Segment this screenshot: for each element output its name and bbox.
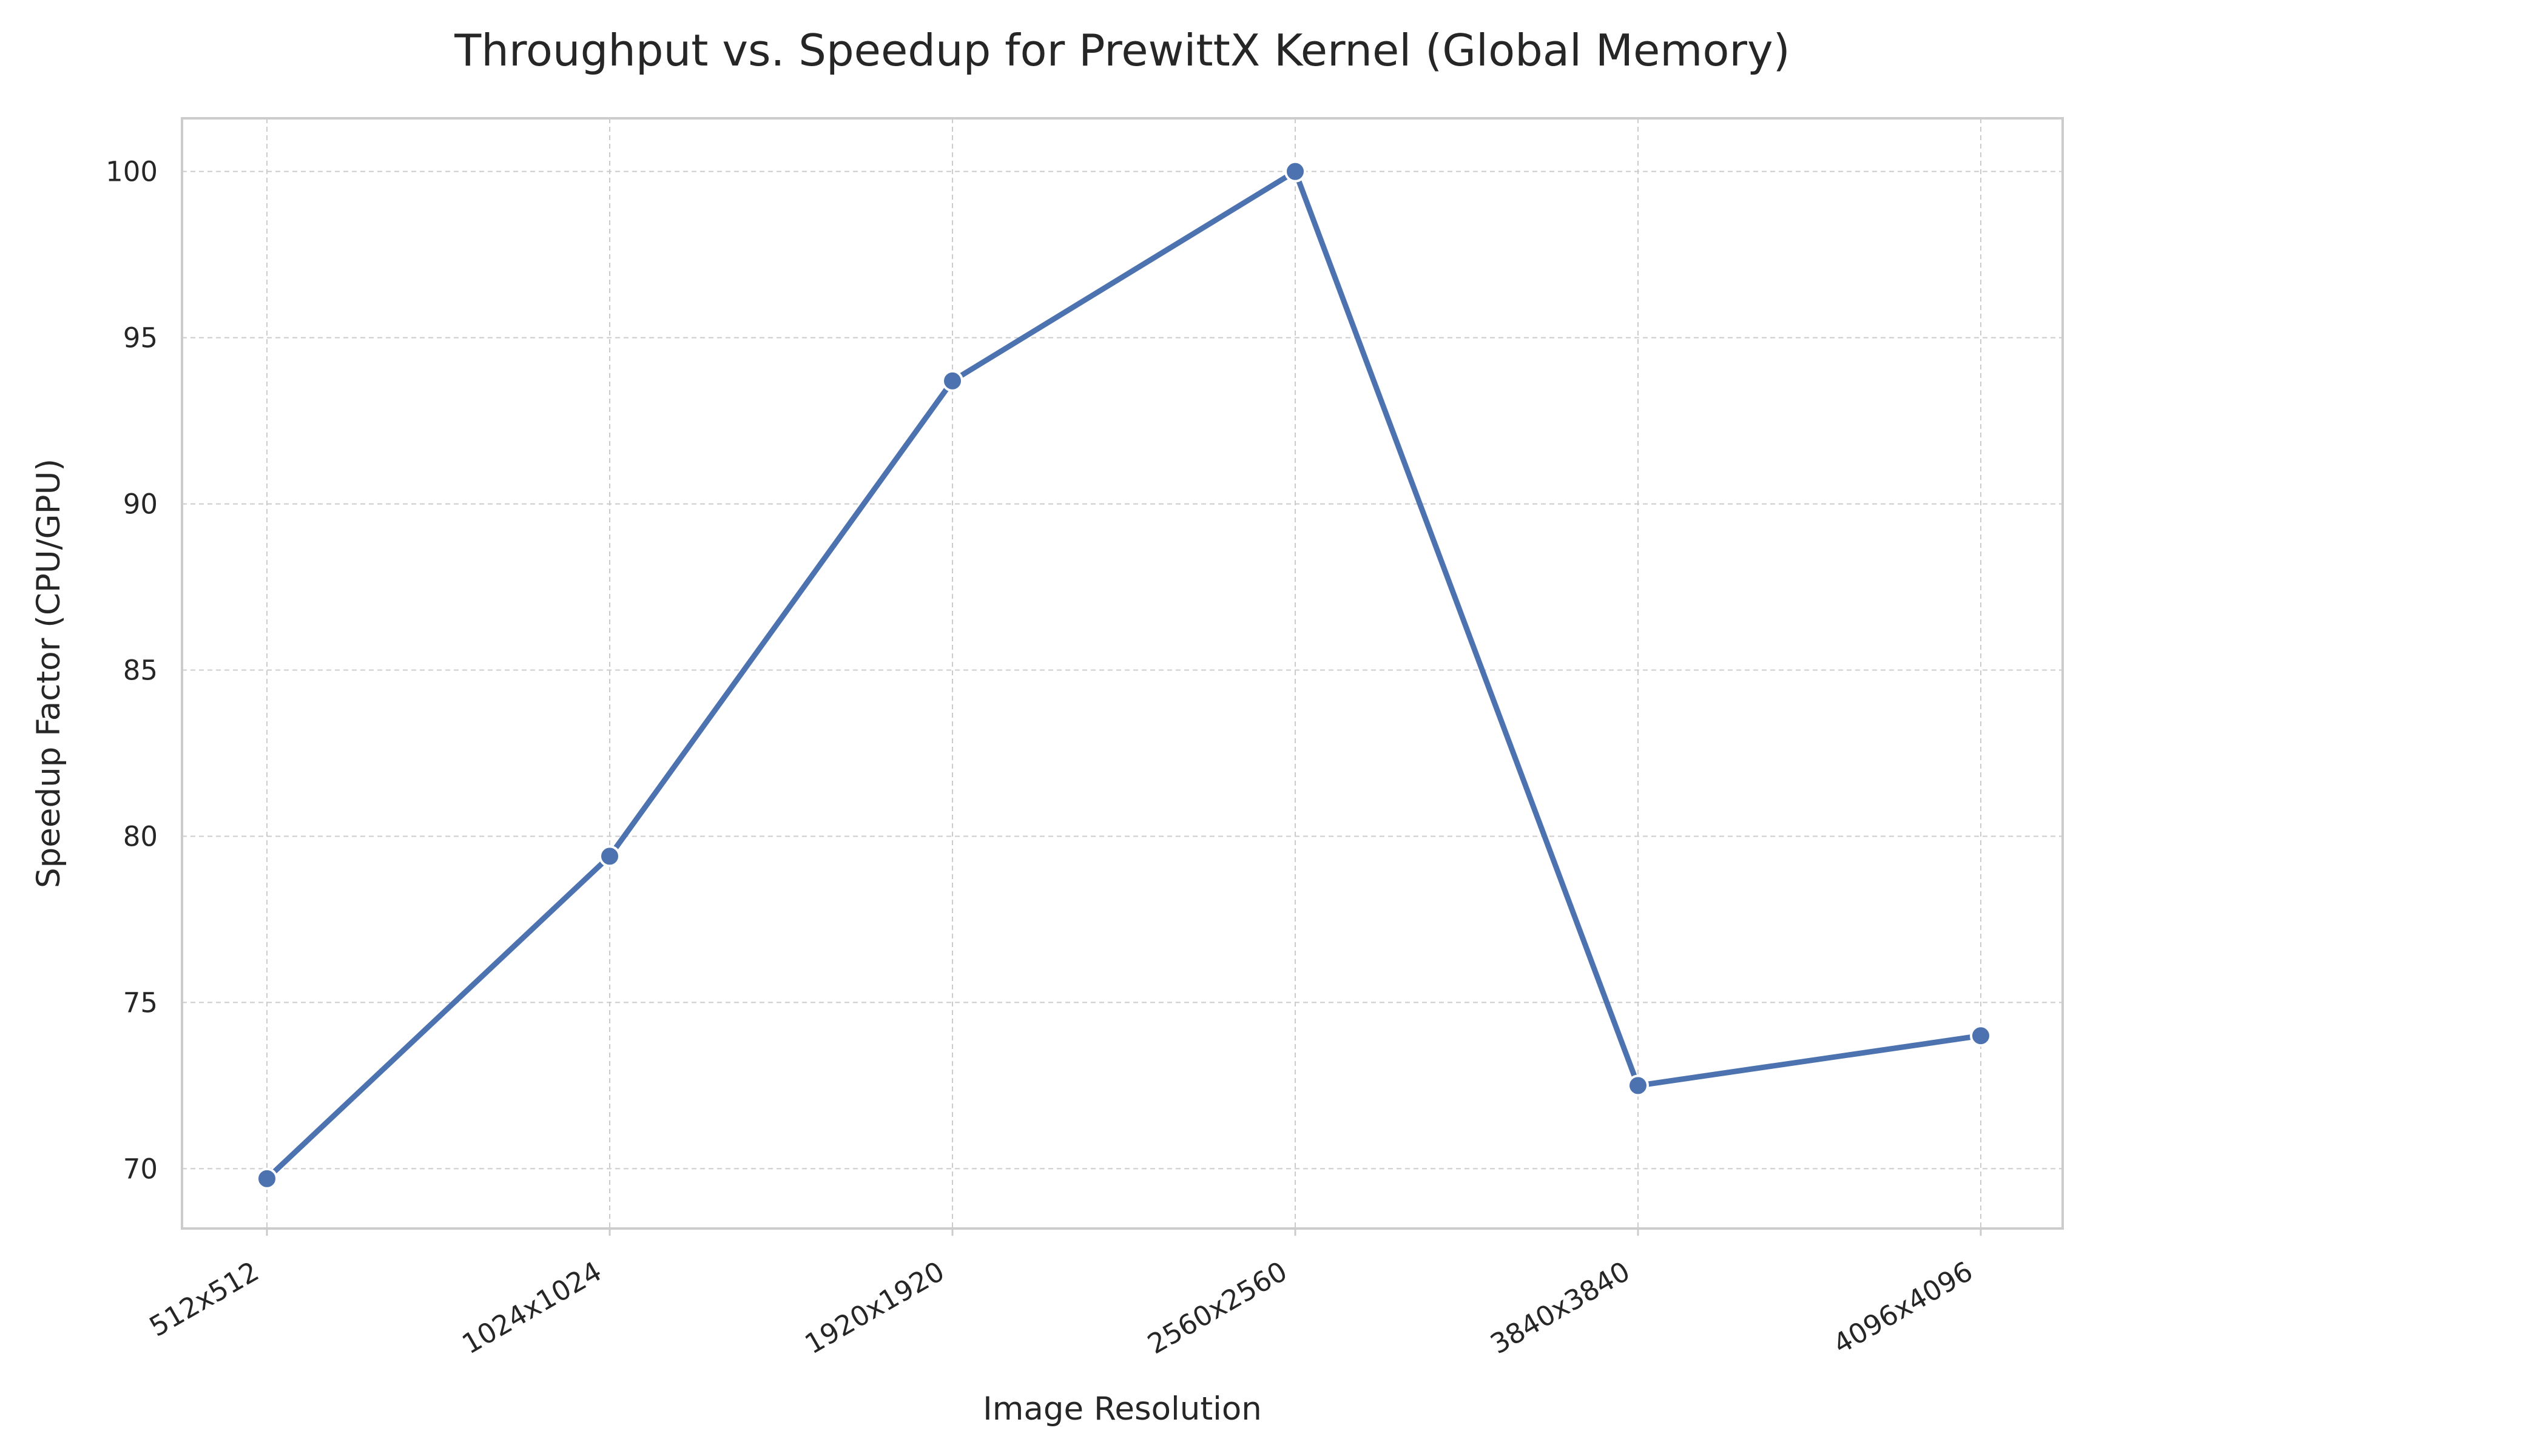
y-tick-label: 95 xyxy=(123,322,158,354)
y-tick-label: 75 xyxy=(123,986,158,1019)
y-axis-ticks: 70 75 80 85 90 95 100 xyxy=(106,156,158,1185)
data-point xyxy=(942,369,963,392)
x-tick-label: 1024x1024 xyxy=(457,1255,607,1361)
x-tick-label: 1920x1920 xyxy=(800,1255,950,1361)
y-tick-label: 80 xyxy=(123,820,158,852)
x-tick-label: 512x512 xyxy=(144,1255,264,1343)
y-tick-label: 70 xyxy=(123,1153,158,1185)
data-point xyxy=(1970,1025,1992,1047)
chart-title: Throughput vs. Speedup for PrewittX Kern… xyxy=(454,25,1790,76)
plot-frame xyxy=(181,117,2064,1230)
x-axis-ticks: 512x512 1024x1024 1920x1920 2560x2560 3840x3… xyxy=(144,1228,1982,1361)
grid-layer xyxy=(182,118,2063,1228)
x-tick-label: 3840x3840 xyxy=(1485,1255,1636,1361)
series-line xyxy=(264,169,1984,1182)
x-tick-label: 2560x2560 xyxy=(1142,1255,1293,1361)
y-axis-label: Speedup Factor (CPU/GPU) xyxy=(30,459,67,888)
data-point xyxy=(1284,160,1306,183)
data-point xyxy=(1627,1074,1649,1097)
data-point xyxy=(256,1167,278,1190)
data-point xyxy=(599,845,621,868)
x-tick-label: 4096x4096 xyxy=(1828,1255,1978,1361)
y-tick-label: 85 xyxy=(123,655,158,687)
y-tick-label: 100 xyxy=(106,156,158,188)
y-tick-label: 90 xyxy=(123,488,158,521)
x-axis-label: Image Resolution xyxy=(983,1390,1262,1427)
series-layer xyxy=(256,160,1992,1190)
